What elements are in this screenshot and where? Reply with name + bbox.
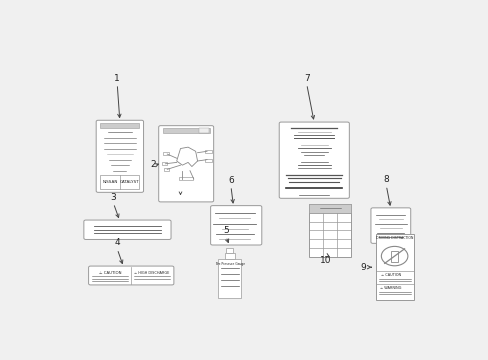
FancyBboxPatch shape bbox=[163, 128, 209, 134]
Text: 2: 2 bbox=[150, 160, 156, 169]
Text: 9: 9 bbox=[360, 263, 366, 272]
FancyBboxPatch shape bbox=[199, 128, 209, 133]
FancyBboxPatch shape bbox=[218, 259, 241, 298]
Text: ⚠ CAUTION: ⚠ CAUTION bbox=[380, 273, 400, 277]
FancyBboxPatch shape bbox=[210, 206, 261, 245]
FancyBboxPatch shape bbox=[224, 253, 234, 259]
Text: ⚠ WARNING: ⚠ WARNING bbox=[379, 286, 401, 290]
FancyBboxPatch shape bbox=[308, 204, 351, 213]
Text: ⚠ CAUTION: ⚠ CAUTION bbox=[99, 271, 121, 275]
FancyBboxPatch shape bbox=[205, 150, 211, 153]
Text: 7: 7 bbox=[303, 73, 309, 82]
Text: 5: 5 bbox=[223, 226, 228, 235]
FancyBboxPatch shape bbox=[96, 120, 143, 192]
FancyBboxPatch shape bbox=[159, 126, 213, 202]
Text: 4: 4 bbox=[114, 238, 120, 247]
FancyBboxPatch shape bbox=[100, 123, 139, 128]
Text: 1: 1 bbox=[114, 73, 120, 82]
FancyBboxPatch shape bbox=[84, 220, 171, 239]
FancyBboxPatch shape bbox=[279, 122, 348, 198]
Text: ⚠ HIGH DISCHARGE: ⚠ HIGH DISCHARGE bbox=[134, 271, 169, 275]
Text: CATALYST: CATALYST bbox=[120, 180, 139, 184]
FancyBboxPatch shape bbox=[308, 204, 351, 257]
FancyBboxPatch shape bbox=[226, 248, 233, 253]
Text: Tire Pressure Gauge: Tire Pressure Gauge bbox=[214, 262, 244, 266]
Text: 10: 10 bbox=[319, 256, 331, 265]
Text: NISSAN: NISSAN bbox=[102, 180, 118, 184]
FancyBboxPatch shape bbox=[179, 177, 192, 180]
FancyBboxPatch shape bbox=[163, 152, 169, 156]
Text: 6: 6 bbox=[227, 176, 233, 185]
FancyBboxPatch shape bbox=[88, 266, 174, 285]
FancyBboxPatch shape bbox=[205, 159, 211, 162]
FancyBboxPatch shape bbox=[370, 208, 410, 243]
Text: 3: 3 bbox=[110, 193, 116, 202]
FancyBboxPatch shape bbox=[375, 234, 413, 301]
Text: 8: 8 bbox=[383, 175, 388, 184]
FancyBboxPatch shape bbox=[161, 162, 167, 165]
Text: DRIVING DISTRACTION: DRIVING DISTRACTION bbox=[375, 236, 412, 240]
FancyBboxPatch shape bbox=[100, 175, 139, 189]
FancyBboxPatch shape bbox=[164, 168, 169, 171]
